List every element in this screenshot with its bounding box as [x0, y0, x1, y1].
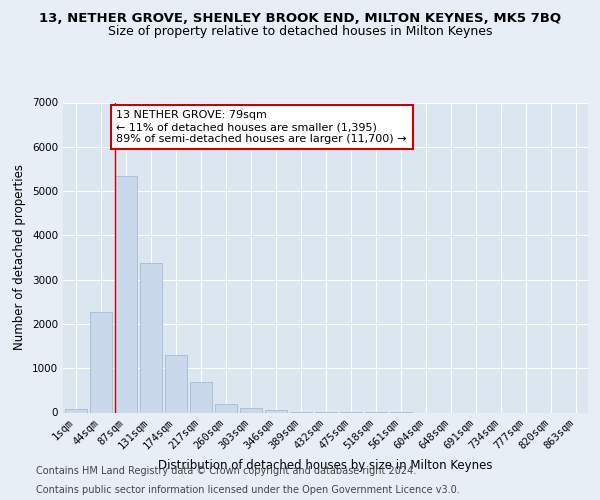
Bar — [164, 356, 187, 412]
Bar — [65, 410, 86, 412]
Bar — [89, 312, 112, 412]
Bar — [115, 176, 137, 412]
Text: Contains HM Land Registry data © Crown copyright and database right 2024.: Contains HM Land Registry data © Crown c… — [36, 466, 416, 476]
Text: Size of property relative to detached houses in Milton Keynes: Size of property relative to detached ho… — [108, 25, 492, 38]
X-axis label: Distribution of detached houses by size in Milton Keynes: Distribution of detached houses by size … — [158, 460, 493, 472]
Bar — [215, 404, 236, 412]
Bar — [239, 408, 262, 412]
Bar — [190, 382, 212, 412]
Text: 13 NETHER GROVE: 79sqm
← 11% of detached houses are smaller (1,395)
89% of semi-: 13 NETHER GROVE: 79sqm ← 11% of detached… — [116, 110, 407, 144]
Y-axis label: Number of detached properties: Number of detached properties — [13, 164, 26, 350]
Text: 13, NETHER GROVE, SHENLEY BROOK END, MILTON KEYNES, MK5 7BQ: 13, NETHER GROVE, SHENLEY BROOK END, MIL… — [39, 12, 561, 26]
Bar — [139, 263, 161, 412]
Text: Contains public sector information licensed under the Open Government Licence v3: Contains public sector information licen… — [36, 485, 460, 495]
Bar — [265, 410, 287, 412]
